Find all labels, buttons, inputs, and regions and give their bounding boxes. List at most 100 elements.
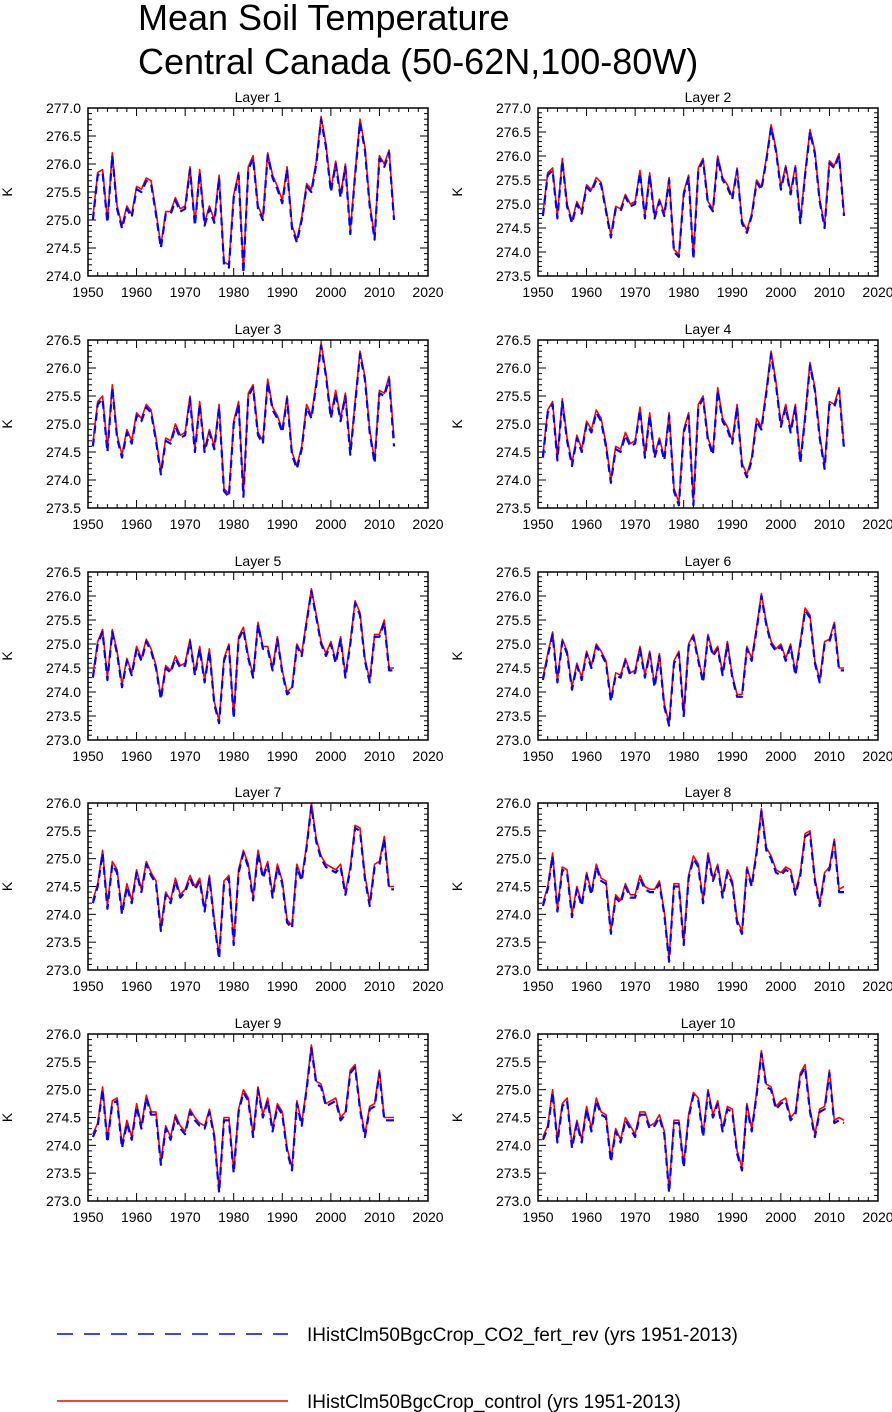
series-line-control xyxy=(542,350,845,504)
x-tick-label: 1970 xyxy=(170,516,201,532)
y-tick-label: 274.5 xyxy=(496,444,531,460)
x-tick-label: 2010 xyxy=(364,748,395,764)
x-tick-label: 2010 xyxy=(364,284,395,300)
x-tick-label: 1950 xyxy=(72,1209,103,1225)
plot-frame xyxy=(537,571,879,741)
y-tick-label: 276.0 xyxy=(496,148,531,164)
y-tick-label: 275.5 xyxy=(46,823,81,839)
y-tick-label: 273.0 xyxy=(496,1193,531,1209)
x-tick-label: 1970 xyxy=(620,516,651,532)
x-tick-label: 1960 xyxy=(571,1209,602,1225)
x-tick-label: 1970 xyxy=(620,748,651,764)
x-tick-label: 1990 xyxy=(717,516,748,532)
panel-layer-9: Layer 9 K 1950 1960 1970 1980 1990 2000 2010 2020… xyxy=(0,1015,444,1225)
y-tick-label: 275.5 xyxy=(496,612,531,628)
y-tick-label: 276.0 xyxy=(46,795,81,811)
panel-layer-2: Layer 2 K 1950 1960 1970 1980 1990 2000 2010 2020… xyxy=(449,89,892,300)
y-axis-label: K xyxy=(449,419,465,429)
plot-frame xyxy=(87,1033,429,1202)
x-tick-label: 1960 xyxy=(121,516,152,532)
y-tick-label: 274.5 xyxy=(496,220,531,236)
series-line-control xyxy=(92,115,395,272)
y-tick-label: 277.0 xyxy=(496,100,531,116)
y-tick-label: 276.5 xyxy=(46,332,81,348)
x-tick-label: 2010 xyxy=(814,1209,845,1225)
x-tick-label: 1950 xyxy=(522,978,553,994)
x-tick-label: 2020 xyxy=(412,284,443,300)
series-line-control xyxy=(542,124,845,258)
y-tick-label: 275.5 xyxy=(46,612,81,628)
y-tick-label: 275.5 xyxy=(496,823,531,839)
panel-layer-4: Layer 4 K 1950 1960 1970 1980 1990 2000 2010 2020… xyxy=(449,321,892,532)
y-tick-label: 275.5 xyxy=(46,1054,81,1070)
y-axis-label: K xyxy=(449,187,465,197)
x-tick-label: 1980 xyxy=(218,978,249,994)
series-line-control xyxy=(542,807,845,960)
y-tick-label: 275.0 xyxy=(496,636,531,652)
x-tick-label: 1990 xyxy=(267,284,298,300)
panel-layer-5: Layer 5 K 1950 1960 1970 1980 1990 2000 2010 2020… xyxy=(0,553,444,764)
x-tick-label: 2000 xyxy=(315,978,346,994)
x-tick-label: 2010 xyxy=(814,284,845,300)
y-tick-label: 276.5 xyxy=(46,128,81,144)
x-tick-label: 2010 xyxy=(364,1209,395,1225)
x-tick-label: 2000 xyxy=(315,1209,346,1225)
x-tick-label: 2010 xyxy=(814,978,845,994)
figure-title-line-1: Mean Soil Temperature xyxy=(138,0,510,38)
y-tick-label: 275.5 xyxy=(496,172,531,188)
x-tick-label: 2020 xyxy=(412,516,443,532)
y-tick-label: 276.5 xyxy=(46,564,81,580)
x-tick-label: 1980 xyxy=(218,516,249,532)
x-tick-label: 1960 xyxy=(121,978,152,994)
y-tick-label: 277.0 xyxy=(46,100,81,116)
x-tick-label: 1960 xyxy=(121,1209,152,1225)
y-tick-label: 276.0 xyxy=(496,1026,531,1042)
panel-layer-6: Layer 6 K 1950 1960 1970 1980 1990 2000 2010 2020… xyxy=(449,553,892,764)
series-line-co2-fert-rev xyxy=(541,594,844,727)
y-axis-label: K xyxy=(0,1112,15,1122)
x-tick-label: 2010 xyxy=(814,748,845,764)
x-tick-label: 1970 xyxy=(170,1209,201,1225)
x-tick-label: 1960 xyxy=(121,284,152,300)
panel-title: Layer 8 xyxy=(685,784,732,800)
y-tick-label: 274.0 xyxy=(46,268,81,284)
panel-title: Layer 6 xyxy=(685,553,732,569)
panel-title: Layer 2 xyxy=(685,89,732,105)
panel-layer-8: Layer 8 K 1950 1960 1970 1980 1990 2000 2010 2020… xyxy=(449,784,892,994)
x-tick-label: 2020 xyxy=(862,978,892,994)
series-line-control xyxy=(92,341,395,495)
series-line-co2-fert-rev xyxy=(91,344,396,498)
x-tick-label: 1990 xyxy=(717,978,748,994)
y-tick-label: 274.0 xyxy=(46,472,81,488)
x-tick-label: 1990 xyxy=(267,516,298,532)
y-tick-label: 274.0 xyxy=(46,1137,81,1153)
x-tick-label: 2000 xyxy=(315,748,346,764)
x-tick-label: 2020 xyxy=(862,748,892,764)
y-axis-label: K xyxy=(449,651,465,661)
y-tick-label: 276.5 xyxy=(496,332,531,348)
x-tick-label: 1970 xyxy=(620,1209,651,1225)
x-tick-label: 1960 xyxy=(121,748,152,764)
x-tick-label: 1950 xyxy=(72,748,103,764)
y-tick-label: 274.0 xyxy=(46,684,81,700)
y-axis-label: K xyxy=(0,881,15,891)
y-tick-label: 273.5 xyxy=(496,268,531,284)
y-tick-label: 276.0 xyxy=(46,1026,81,1042)
panel-title: Layer 7 xyxy=(235,784,282,800)
panel-layer-3: Layer 3 K 1950 1960 1970 1980 1990 2000 2010 2020… xyxy=(0,321,444,532)
x-tick-label: 1970 xyxy=(170,284,201,300)
y-tick-label: 273.5 xyxy=(46,934,81,950)
panel-title: Layer 9 xyxy=(235,1015,282,1031)
y-tick-label: 274.0 xyxy=(496,244,531,260)
y-tick-label: 274.5 xyxy=(496,879,531,895)
y-tick-label: 276.5 xyxy=(496,124,531,140)
plot-frame xyxy=(87,339,429,509)
panel-title: Layer 10 xyxy=(681,1015,736,1031)
y-tick-label: 274.0 xyxy=(496,1137,531,1153)
series-line-co2-fert-rev xyxy=(541,1052,845,1194)
y-tick-label: 276.0 xyxy=(496,360,531,376)
series-line-co2-fert-rev xyxy=(91,1046,394,1194)
x-tick-label: 1990 xyxy=(267,1209,298,1225)
x-tick-label: 1990 xyxy=(267,978,298,994)
